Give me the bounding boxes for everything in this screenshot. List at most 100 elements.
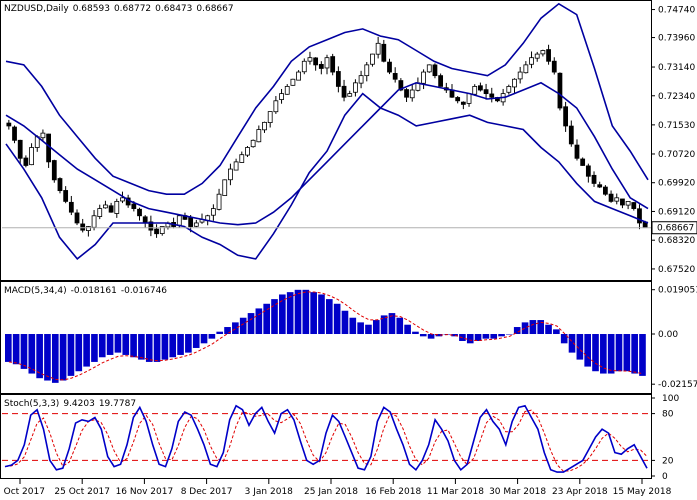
date-tick-label: 25 Oct 2017 xyxy=(54,487,110,497)
bollinger-lower-band xyxy=(5,92,649,261)
candle-bull xyxy=(512,78,517,88)
macd-histogram-bar xyxy=(192,334,200,348)
macd-histogram-bar xyxy=(365,324,372,335)
candle-bear xyxy=(17,139,23,159)
macd-histogram-bar xyxy=(51,334,59,383)
macd-histogram-bar xyxy=(28,334,36,374)
macd-tick-label: -0.02157 xyxy=(658,380,697,390)
macd-header: MACD(5,34,4) -0.018161 -0.016746 xyxy=(4,286,167,296)
candle-bull xyxy=(466,93,472,104)
macd-histogram-bar xyxy=(482,334,490,339)
macd-histogram-bar xyxy=(122,334,130,355)
stoch-k-line xyxy=(4,404,648,473)
candle-bull xyxy=(370,53,375,65)
macd-histogram-bar xyxy=(427,334,435,339)
macd-histogram-bar xyxy=(529,320,537,335)
price-tick-label: 0.74740 xyxy=(658,6,695,16)
macd-histogram-bar xyxy=(114,334,122,353)
date-tick-label: 25 Jan 2018 xyxy=(304,487,358,497)
candle-bull xyxy=(534,53,540,59)
macd-main-value: -0.018161 xyxy=(71,286,117,296)
candle-bull xyxy=(506,86,512,93)
price-tick-label: 0.69120 xyxy=(658,207,695,217)
macd-histogram-bar xyxy=(474,334,482,341)
macd-histogram-bar xyxy=(185,334,192,353)
candle-bull xyxy=(472,86,478,95)
macd-histogram-bar xyxy=(568,334,576,353)
macd-histogram-bar xyxy=(349,317,357,335)
date-tick-label: 3 Jan 2018 xyxy=(245,487,293,497)
macd-label: MACD(5,34,4) xyxy=(4,286,67,296)
candle-bull xyxy=(364,64,370,77)
candle-bear xyxy=(591,174,597,184)
macd-histogram-bar xyxy=(36,334,43,379)
macd-histogram-bar xyxy=(59,334,67,381)
date-tick-label: 16 Feb 2018 xyxy=(365,487,421,497)
macd-histogram-bar xyxy=(333,303,341,335)
candle-bull xyxy=(517,71,523,80)
macd-histogram-bar xyxy=(545,324,552,335)
macd-histogram-bar xyxy=(396,317,404,335)
axes: 0.74740 0.73960 0.73140 0.72340 0.71530 0.707… xyxy=(0,6,697,497)
price-tick-label: 0.73140 xyxy=(658,63,695,73)
candle-bear xyxy=(404,89,409,98)
candle-bull xyxy=(273,100,279,113)
candle-bull xyxy=(176,215,182,226)
stoch-d-value: 19.7787 xyxy=(99,399,136,409)
macd-panel-frame xyxy=(0,281,652,394)
candle-bear xyxy=(580,158,586,166)
macd-histogram-bar xyxy=(224,327,231,335)
macd-histogram-bar xyxy=(584,334,591,367)
candle-bull xyxy=(262,121,267,131)
date-tick-label: 11 Mar 2018 xyxy=(427,487,484,497)
candle-bull xyxy=(614,197,620,202)
candle-bull xyxy=(239,154,245,163)
candle-bull xyxy=(103,204,108,209)
macd-histogram-bar xyxy=(490,334,498,339)
macd-histogram-bar xyxy=(12,334,20,365)
candle-bear xyxy=(74,212,80,224)
macd-histogram-bar xyxy=(83,334,90,367)
candle-bear xyxy=(489,93,495,98)
candle-bear xyxy=(563,106,569,127)
candle-bear xyxy=(392,73,398,80)
candle-bull xyxy=(324,57,330,69)
candle-bull xyxy=(529,57,534,65)
candle-bull xyxy=(159,226,165,234)
macd-plot xyxy=(5,289,646,383)
candle-bear xyxy=(188,217,194,227)
macd-histogram-bar xyxy=(286,292,294,335)
price-tick-label: 0.69920 xyxy=(658,179,695,189)
macd-histogram-bar xyxy=(169,334,177,358)
macd-histogram-bar xyxy=(75,334,83,372)
candle-bull xyxy=(29,147,34,166)
candle-bull xyxy=(279,93,284,100)
candle-bear xyxy=(57,178,63,192)
candle-bull xyxy=(233,161,239,171)
macd-histogram-bar xyxy=(576,334,584,360)
candle-bull xyxy=(307,57,313,62)
candle-bull xyxy=(284,86,290,95)
price-tick-label: 0.71530 xyxy=(658,121,695,131)
price-tick-label: 0.73960 xyxy=(658,34,695,44)
candle-bull xyxy=(347,93,353,97)
candle-bear xyxy=(608,193,614,202)
macd-tick-label: 0.019051 xyxy=(658,286,697,296)
macd-histogram-bar xyxy=(161,334,169,360)
macd-histogram-bar xyxy=(372,320,380,335)
macd-histogram-bar xyxy=(592,334,599,372)
candle-bear xyxy=(432,64,438,77)
candle-bear xyxy=(313,57,319,66)
macd-histogram-bar xyxy=(302,289,310,335)
candle-bear xyxy=(387,61,392,73)
macd-histogram-bar xyxy=(247,313,255,335)
macd-histogram-bar xyxy=(615,334,623,372)
candle-bear xyxy=(603,186,608,195)
macd-tick-label: 0.00 xyxy=(658,330,678,340)
macd-histogram-bar xyxy=(153,334,161,362)
candle-bull xyxy=(301,60,307,73)
price-tick-label: 0.72340 xyxy=(658,92,695,102)
candle-bear xyxy=(585,165,591,177)
candle-bull xyxy=(296,71,301,81)
candle-bull xyxy=(97,208,103,217)
